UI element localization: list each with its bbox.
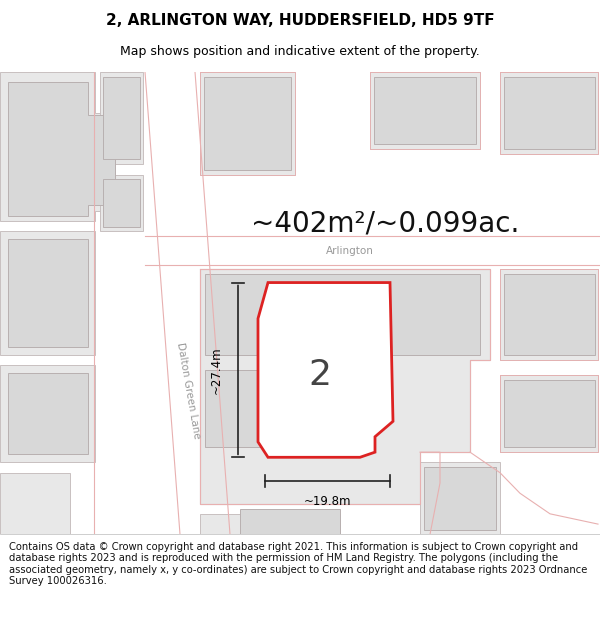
Polygon shape: [0, 472, 70, 534]
Polygon shape: [258, 282, 393, 458]
Polygon shape: [0, 231, 95, 354]
Polygon shape: [240, 509, 340, 534]
Polygon shape: [500, 375, 598, 452]
Polygon shape: [145, 236, 600, 265]
Polygon shape: [204, 77, 291, 169]
Text: ~27.4m: ~27.4m: [209, 346, 223, 394]
Polygon shape: [424, 466, 496, 530]
Polygon shape: [504, 77, 595, 149]
Polygon shape: [420, 462, 500, 534]
Polygon shape: [100, 174, 143, 231]
Polygon shape: [145, 72, 230, 534]
Polygon shape: [205, 370, 370, 447]
Polygon shape: [200, 514, 340, 534]
Polygon shape: [8, 239, 88, 348]
Polygon shape: [504, 274, 595, 354]
Polygon shape: [8, 373, 88, 454]
Polygon shape: [0, 72, 115, 221]
Polygon shape: [370, 72, 480, 149]
Polygon shape: [103, 77, 140, 159]
Polygon shape: [200, 269, 490, 504]
Polygon shape: [504, 380, 595, 447]
Polygon shape: [0, 72, 600, 534]
Text: ~402m²/~0.099ac.: ~402m²/~0.099ac.: [251, 210, 519, 238]
Polygon shape: [500, 72, 598, 154]
Polygon shape: [0, 365, 95, 462]
Text: Arlington: Arlington: [326, 246, 374, 256]
Polygon shape: [374, 77, 476, 144]
Polygon shape: [500, 269, 598, 359]
Polygon shape: [205, 274, 480, 354]
Text: Dalton Green Lane: Dalton Green Lane: [175, 341, 202, 439]
Text: Map shows position and indicative extent of the property.: Map shows position and indicative extent…: [120, 45, 480, 58]
Text: Contains OS data © Crown copyright and database right 2021. This information is : Contains OS data © Crown copyright and d…: [9, 542, 587, 586]
Polygon shape: [200, 72, 295, 174]
Polygon shape: [100, 72, 143, 164]
Text: 2: 2: [308, 358, 331, 392]
Text: ~19.8m: ~19.8m: [304, 495, 351, 508]
Polygon shape: [103, 179, 140, 227]
Polygon shape: [8, 82, 115, 216]
Text: 2, ARLINGTON WAY, HUDDERSFIELD, HD5 9TF: 2, ARLINGTON WAY, HUDDERSFIELD, HD5 9TF: [106, 12, 494, 28]
